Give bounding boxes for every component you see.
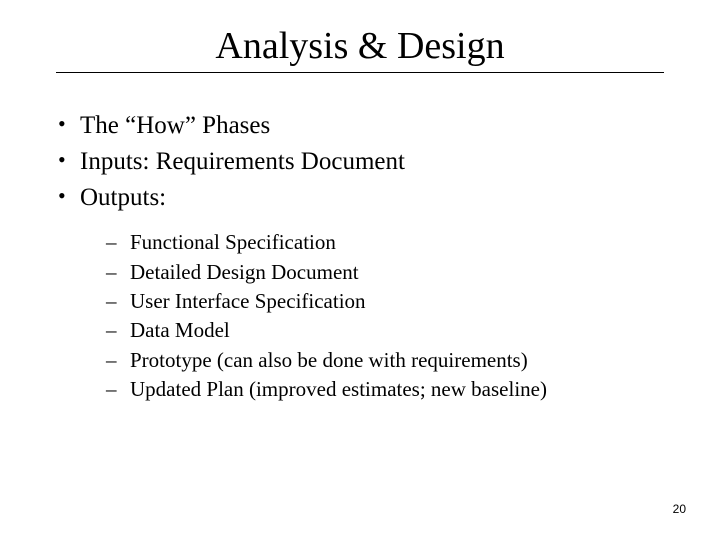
bullet-item: Outputs: — [56, 181, 672, 215]
page-number: 20 — [673, 502, 686, 516]
sub-bullet-item: Updated Plan (improved estimates; new ba… — [106, 375, 672, 403]
sub-bullet-item: Prototype (can also be done with require… — [106, 346, 672, 374]
sub-bullet-list: Functional Specification Detailed Design… — [48, 228, 672, 403]
title-underline: Analysis & Design — [56, 24, 664, 73]
slide-title: Analysis & Design — [56, 24, 664, 68]
sub-bullet-item: Detailed Design Document — [106, 258, 672, 286]
bullet-item: The “How” Phases — [56, 109, 672, 143]
sub-bullet-item: User Interface Specification — [106, 287, 672, 315]
bullet-item: Inputs: Requirements Document — [56, 145, 672, 179]
sub-bullet-item: Data Model — [106, 316, 672, 344]
sub-bullet-item: Functional Specification — [106, 228, 672, 256]
bullet-list: The “How” Phases Inputs: Requirements Do… — [48, 109, 672, 214]
slide: Analysis & Design The “How” Phases Input… — [0, 0, 720, 403]
